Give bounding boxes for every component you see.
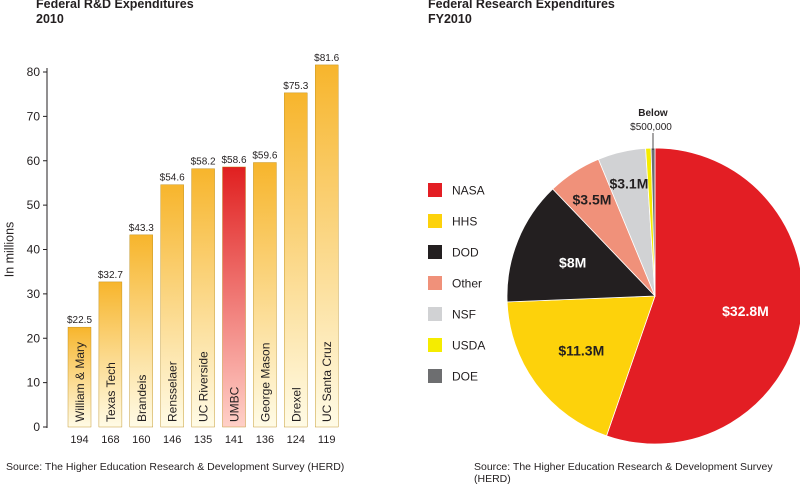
legend-swatch-doe xyxy=(428,369,442,383)
below-threshold-label-line1: Below xyxy=(638,108,668,119)
y-tick-label: 30 xyxy=(27,287,41,301)
pie-slice-value-label: $8M xyxy=(559,255,586,271)
bar-rank-label: 124 xyxy=(287,434,305,446)
pie-slice-value-label: $32.8M xyxy=(722,303,769,319)
pie-slice-hhs xyxy=(506,295,656,437)
legend-swatch-dod xyxy=(428,245,442,259)
pie-chart-source: Source: The Higher Education Research & … xyxy=(474,461,773,485)
y-tick-label: 0 xyxy=(33,420,40,434)
y-tick-label: 20 xyxy=(27,331,41,345)
bar-category-label: UC Riverside xyxy=(197,351,211,422)
pie-slice-nasa xyxy=(606,147,800,445)
pie-slice-value-label: $11.3M xyxy=(558,343,604,359)
bar-value-label: $22.5 xyxy=(67,315,92,326)
bar xyxy=(191,168,215,428)
legend-label-nsf: NSF xyxy=(452,308,476,322)
bar-value-label: $58.6 xyxy=(221,155,246,166)
bar xyxy=(160,184,184,428)
bar-category-label: Rensselaer xyxy=(166,361,180,422)
bar xyxy=(222,166,246,428)
legend-label-hhs: HHS xyxy=(452,215,477,229)
bar-chart-source: Source: The Higher Education Research & … xyxy=(6,461,345,473)
bar xyxy=(284,92,308,428)
bar-value-label: $75.3 xyxy=(283,81,308,92)
bar xyxy=(129,234,154,428)
y-axis-label: In millions xyxy=(2,222,16,278)
legend-swatch-other xyxy=(428,276,442,290)
legend-swatch-nsf xyxy=(428,307,442,321)
bar-category-label: George Mason xyxy=(258,343,272,422)
y-tick-label: 70 xyxy=(27,109,41,123)
bar-rank-label: 136 xyxy=(256,434,274,446)
bar-value-label: $58.2 xyxy=(191,157,216,168)
bar-category-label: Texas Tech xyxy=(104,362,118,422)
pie-slice-dod xyxy=(506,188,656,303)
bar xyxy=(253,162,277,428)
bar xyxy=(98,281,123,428)
y-tick-label: 60 xyxy=(27,154,41,168)
bar-chart-title-line2: 2010 xyxy=(36,12,64,26)
bar-category-label: Brandeis xyxy=(135,375,149,422)
pie-chart-title-line2: FY2010 xyxy=(428,12,472,26)
pie-chart-title: Federal Research Expenditures FY2010 xyxy=(428,0,615,27)
pie-chart-title-line1: Federal Research Expenditures xyxy=(428,0,615,11)
bar-chart-title-line1: Federal R&D Expenditures xyxy=(36,0,194,11)
bar-chart-title: Federal R&D Expenditures 2010 xyxy=(36,0,194,27)
bar-chart: In millions 0 10 20 30 40 50 60 70 80 $22.5 William… xyxy=(2,53,339,446)
pie-chart: $32.8M $11.3M $8M $3.5M$3.1M Below $500,000 xyxy=(506,108,800,445)
y-tick-label: 80 xyxy=(27,65,41,79)
bar-rank-label: 141 xyxy=(225,434,243,446)
legend-label-dod: DOD xyxy=(452,246,479,260)
bar-rank-label: 168 xyxy=(101,434,119,446)
legend-label-doe: DOE xyxy=(452,370,478,384)
bar-value-label: $59.6 xyxy=(252,151,277,162)
y-tick-label: 10 xyxy=(27,376,41,390)
bar-category-label: UC Santa Cruz xyxy=(320,341,334,422)
bar-value-label: $81.6 xyxy=(314,53,339,64)
legend-label-usda: USDA xyxy=(452,339,485,353)
bar-value-label: $32.7 xyxy=(98,270,123,281)
bar-category-label: William & Mary xyxy=(73,342,87,422)
bar-value-label: $43.3 xyxy=(129,223,154,234)
y-tick-label: 40 xyxy=(27,243,41,257)
bar-value-label: $54.6 xyxy=(160,173,185,184)
bar-rank-label: 160 xyxy=(132,434,150,446)
bar-category-label: Drexel xyxy=(289,387,303,422)
bar xyxy=(315,64,339,428)
pie-slice-value-label: $3.5M xyxy=(573,191,612,207)
bar xyxy=(67,326,92,428)
y-tick-label: 50 xyxy=(27,198,41,212)
legend-label-other: Other xyxy=(452,277,482,291)
legend-swatch-hhs xyxy=(428,214,442,228)
legend-swatch-nasa xyxy=(428,183,442,197)
bar-rank-label: 146 xyxy=(163,434,181,446)
bar-rank-label: 119 xyxy=(318,434,336,446)
legend-label-nasa: NASA xyxy=(452,184,485,198)
below-threshold-label-line2: $500,000 xyxy=(630,122,672,133)
bar-category-label: UMBC xyxy=(228,386,242,422)
legend-swatch-usda xyxy=(428,338,442,352)
pie-slice-value-label: $3.1M xyxy=(609,176,648,192)
bar-rank-label: 135 xyxy=(194,434,212,446)
bar-rank-label: 194 xyxy=(70,434,88,446)
pie-legend: NASA HHS DOD Other NSF USDA DOE xyxy=(428,183,485,384)
